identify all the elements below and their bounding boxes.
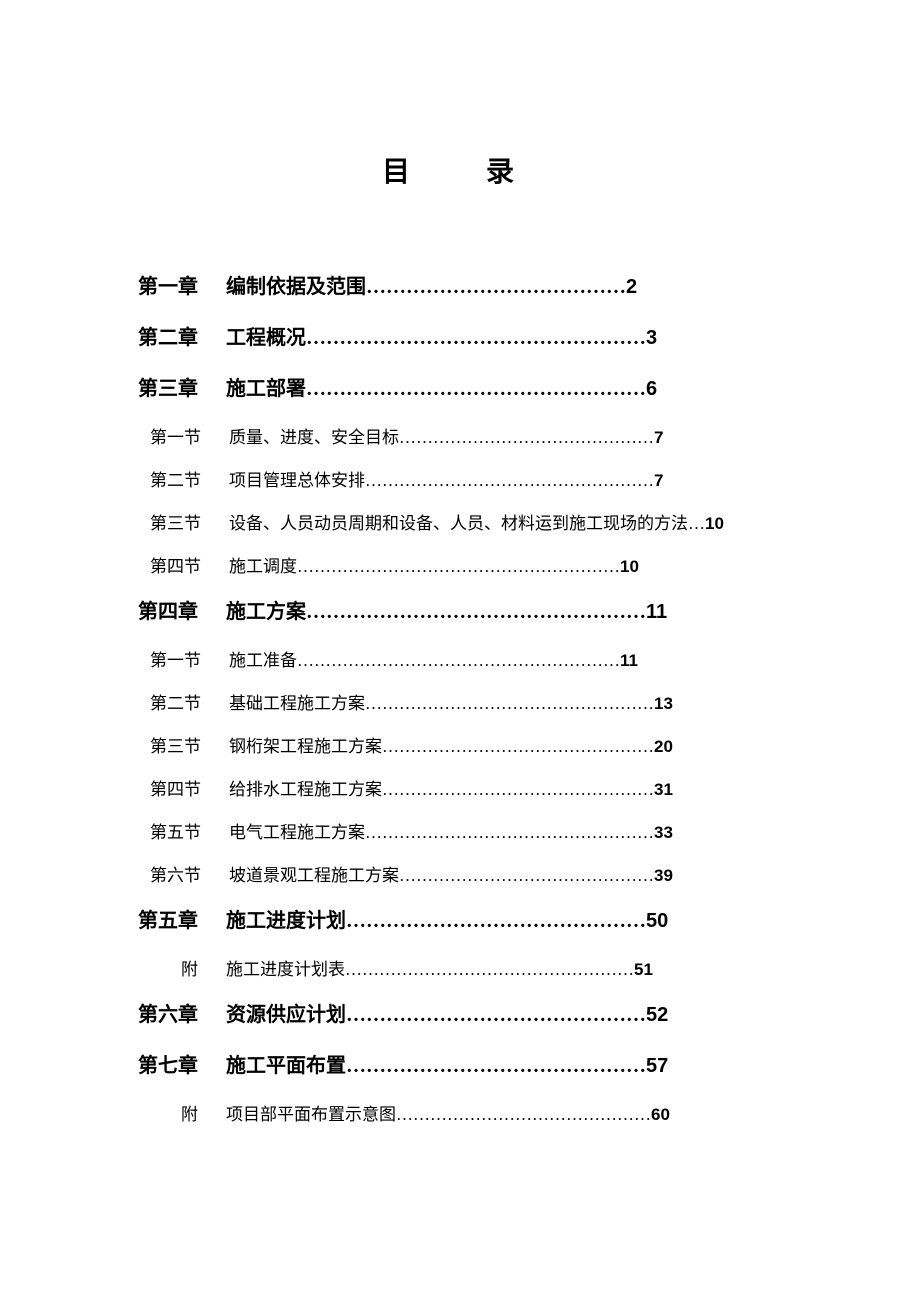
document-title: 目 录	[120, 150, 800, 190]
toc-entry-label: 第三节	[150, 509, 201, 534]
toc-entry-page: 31	[654, 780, 673, 800]
toc-entry-leader-dots: …………………………………	[366, 276, 626, 299]
toc-entry: 第六节 坡道景观工程施工方案………………………………………39	[120, 861, 800, 886]
toc-entry-text: 施工部署	[226, 372, 306, 401]
toc-entry-label: 第六章	[120, 998, 198, 1027]
toc-entry-label: 附	[150, 1100, 198, 1125]
toc-entry-label: 第六节	[150, 861, 201, 886]
toc-entry-text: 施工准备	[229, 646, 297, 671]
toc-entry-label: 第一章	[120, 270, 198, 299]
toc-entry-leader-dots: …………………………………………	[382, 737, 654, 757]
toc-entry-page: 60	[651, 1105, 670, 1125]
toc-entry-leader-dots: ………………………………………	[346, 1055, 646, 1078]
toc-entry-page: 13	[654, 694, 673, 714]
toc-entry-page: 3	[646, 327, 657, 350]
toc-entry-text: 施工进度计划表	[226, 955, 345, 980]
toc-entry-text: 资源供应计划	[226, 998, 346, 1027]
toc-entry-leader-dots: ……………………………………………	[365, 823, 654, 843]
toc-entry: 第二节 基础工程施工方案……………………………………………13	[120, 689, 800, 714]
toc-entry-leader-dots: ………………………………………	[346, 1004, 646, 1027]
toc-entry-leader-dots: …………………………………………………	[297, 651, 620, 671]
toc-entry-leader-dots: …	[688, 514, 705, 534]
toc-entry-label: 第三节	[150, 732, 201, 757]
table-of-contents: 第一章编制依据及范围…………………………………2第二章工程概况…………………………	[120, 270, 800, 1125]
toc-entry-leader-dots: ……………………………………………	[306, 601, 646, 624]
toc-entry: 附 项目部平面布置示意图………………………………………60	[120, 1100, 800, 1125]
toc-entry-leader-dots: ……………………………………………	[365, 694, 654, 714]
toc-entry: 第一节 施工准备…………………………………………………11	[120, 646, 800, 671]
toc-entry-label: 第四章	[120, 595, 198, 624]
toc-entry-page: 7	[654, 471, 663, 491]
toc-entry: 第五章施工进度计划………………………………………50	[120, 904, 800, 933]
toc-entry-leader-dots: …………………………………………………	[297, 557, 620, 577]
toc-entry-leader-dots: ………………………………………	[399, 866, 654, 886]
toc-entry-text: 给排水工程施工方案	[229, 775, 382, 800]
toc-entry-label: 第一节	[150, 423, 201, 448]
toc-entry-leader-dots: ……………………………………………	[345, 960, 634, 980]
toc-entry-text: 施工平面布置	[226, 1049, 346, 1078]
toc-entry-page: 11	[620, 651, 638, 671]
toc-entry: 第一章编制依据及范围…………………………………2	[120, 270, 800, 299]
toc-entry-label: 第三章	[120, 372, 198, 401]
toc-entry-text: 基础工程施工方案	[229, 689, 365, 714]
toc-entry: 第六章资源供应计划………………………………………52	[120, 998, 800, 1027]
toc-entry: 第三节 钢桁架工程施工方案…………………………………………20	[120, 732, 800, 757]
toc-entry-text: 设备、人员动员周期和设备、人员、材料运到施工现场的方法	[229, 509, 688, 534]
toc-entry-text: 坡道景观工程施工方案	[229, 861, 399, 886]
toc-entry: 第二节 项目管理总体安排……………………………………………7	[120, 466, 800, 491]
toc-entry-label: 第五章	[120, 904, 198, 933]
toc-entry-label: 第四节	[150, 775, 201, 800]
toc-entry-leader-dots: ………………………………………	[399, 428, 654, 448]
toc-entry: 附 施工进度计划表……………………………………………51	[120, 955, 800, 980]
toc-entry-page: 11	[646, 601, 667, 624]
toc-entry-text: 施工方案	[226, 595, 306, 624]
toc-entry: 第四节 给排水工程施工方案…………………………………………31	[120, 775, 800, 800]
toc-entry-page: 57	[646, 1055, 668, 1078]
toc-entry-leader-dots: ……………………………………………	[365, 471, 654, 491]
toc-entry-page: 39	[654, 866, 673, 886]
toc-entry-page: 20	[654, 737, 673, 757]
toc-entry: 第四章施工方案……………………………………………11	[120, 595, 800, 624]
toc-entry: 第三章施工部署……………………………………………6	[120, 372, 800, 401]
toc-entry-label: 附	[150, 955, 198, 980]
toc-entry: 第七章施工平面布置………………………………………57	[120, 1049, 800, 1078]
toc-entry-page: 33	[654, 823, 673, 843]
toc-entry-page: 51	[634, 960, 653, 980]
toc-entry-page: 10	[705, 514, 724, 534]
toc-entry-text: 项目管理总体安排	[229, 466, 365, 491]
toc-entry-page: 10	[620, 557, 639, 577]
toc-entry-text: 钢桁架工程施工方案	[229, 732, 382, 757]
toc-entry-label: 第七章	[120, 1049, 198, 1078]
toc-entry-text: 施工进度计划	[226, 904, 346, 933]
toc-entry-page: 50	[646, 910, 668, 933]
toc-entry-text: 电气工程施工方案	[229, 818, 365, 843]
toc-entry-text: 工程概况	[226, 321, 306, 350]
toc-entry: 第一节 质量、进度、安全目标………………………………………7	[120, 423, 800, 448]
toc-entry: 第五节 电气工程施工方案……………………………………………33	[120, 818, 800, 843]
toc-entry-page: 52	[646, 1004, 668, 1027]
toc-entry-leader-dots: …………………………………………	[382, 780, 654, 800]
toc-entry-label: 第一节	[150, 646, 201, 671]
toc-entry-label: 第二节	[150, 689, 201, 714]
toc-entry: 第三节 设备、人员动员周期和设备、人员、材料运到施工现场的方法…10	[120, 509, 800, 534]
toc-entry-text: 项目部平面布置示意图	[226, 1100, 396, 1125]
toc-entry-page: 6	[646, 378, 657, 401]
toc-entry-label: 第二节	[150, 466, 201, 491]
toc-entry-leader-dots: ……………………………………………	[306, 327, 646, 350]
toc-entry-label: 第四节	[150, 552, 201, 577]
toc-entry-leader-dots: ………………………………………	[396, 1105, 651, 1125]
toc-entry-text: 编制依据及范围	[226, 270, 366, 299]
toc-entry-page: 7	[654, 428, 663, 448]
toc-entry-leader-dots: ……………………………………………	[306, 378, 646, 401]
toc-entry-page: 2	[626, 276, 637, 299]
toc-entry-text: 施工调度	[229, 552, 297, 577]
toc-entry-label: 第二章	[120, 321, 198, 350]
toc-entry: 第二章工程概况……………………………………………3	[120, 321, 800, 350]
toc-entry-label: 第五节	[150, 818, 201, 843]
toc-entry: 第四节 施工调度…………………………………………………10	[120, 552, 800, 577]
toc-entry-leader-dots: ………………………………………	[346, 910, 646, 933]
toc-entry-text: 质量、进度、安全目标	[229, 423, 399, 448]
